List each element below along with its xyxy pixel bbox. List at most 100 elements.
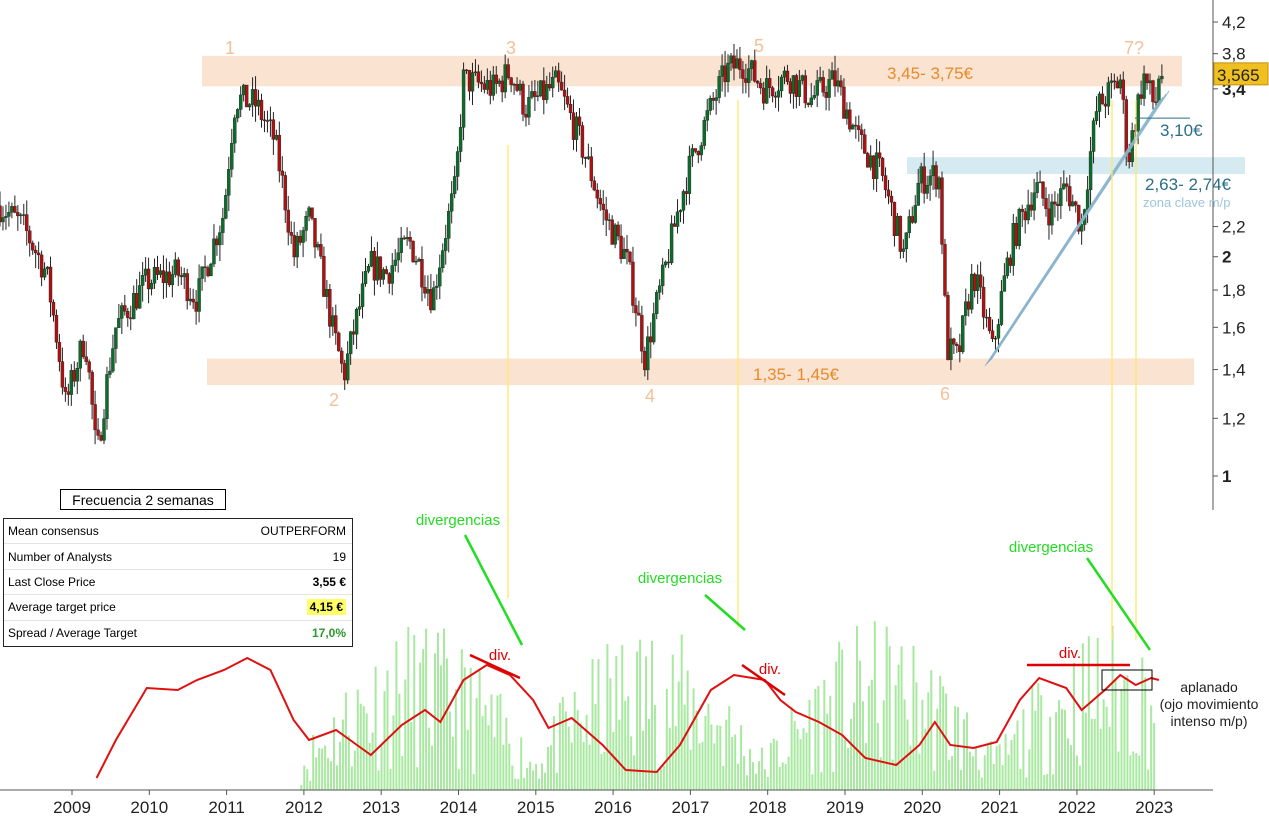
candle-body [854,124,858,127]
candle-body [759,82,763,89]
trend-channel-line [984,99,1161,367]
candle-body [880,157,885,176]
volume-bar [469,667,472,790]
candle-body [426,289,430,294]
candle-body [405,237,409,240]
candle-body [1035,182,1039,194]
candle-body [583,157,588,159]
candle-body [149,283,154,290]
candle-body [461,69,466,128]
candle-body [491,74,495,96]
candle-body [800,75,805,81]
candle-body [325,289,329,297]
candle-body [1020,208,1024,212]
candle-body [922,166,926,194]
candle-body [1011,223,1016,266]
divergence-line [704,594,746,631]
candle-body [1005,257,1010,276]
candle-body [705,110,709,121]
candle-body [972,273,977,291]
volume-bar [1126,675,1129,790]
candle-body [949,338,953,360]
candle-body [265,120,270,122]
volume-bar [327,757,330,790]
candle-body [152,267,157,284]
volume-bar [799,739,802,790]
candle-body [277,135,282,172]
candle-body [732,55,736,69]
candle-body [1062,183,1066,189]
candle-body [176,259,180,276]
candle-body [788,81,793,94]
candle-body [1002,275,1007,292]
candle-body [1017,208,1021,246]
candle-body [836,80,840,87]
volume-bar [416,767,419,790]
volume-bar [341,719,344,790]
volume-bar [529,761,532,790]
volume-bar [793,721,796,790]
candle-body [375,256,380,281]
candle-body [562,89,567,97]
candle-body [447,210,451,239]
flat-note-line: intenso m/p) [1170,713,1247,729]
candle-body [351,331,356,335]
candle-body [619,235,623,259]
candle-body [753,60,757,82]
candle-body [586,156,591,159]
volume-bar [826,713,829,790]
volume-bar [532,770,535,790]
candle-body [898,215,903,252]
volume-bar [805,732,808,790]
volume-bar [665,688,668,790]
volume-bar [576,710,579,790]
volume-bar [1108,726,1111,790]
volume-bar [909,745,912,790]
volume-bar [561,696,564,790]
flat-box [1101,669,1153,691]
candle-body [360,283,365,307]
candle-body [883,175,888,191]
volume-bar [722,765,725,790]
volume-bar [951,755,954,790]
candle-body [28,230,32,244]
candle-body [726,62,730,83]
candle-body [292,235,296,258]
volume-bar [829,695,832,790]
volume-bar [380,745,383,790]
candle-body [93,404,97,431]
volume-bar [642,730,645,790]
candle-body [767,78,772,89]
volume-bar [713,743,716,790]
candle-body [681,191,686,211]
volume-bar [591,659,594,790]
key-zone [907,157,1245,175]
candle-body [928,175,932,186]
candle-body [970,273,974,310]
candle-body [16,212,20,217]
volume-bar [627,696,630,790]
pivot-label: 5 [754,36,764,56]
candle-body [1047,208,1051,226]
candle-body [824,92,828,98]
volume-bar [609,678,612,790]
volume-bar [757,761,760,790]
candle-body [518,83,522,91]
x-tick-label: 2012 [285,798,323,817]
candle-body [1059,188,1063,206]
volume-bar [413,634,416,790]
volume-bar [1055,712,1058,790]
candle-body [1097,93,1102,112]
volume-bar [1034,710,1037,790]
pivot-label: 4 [645,386,655,406]
volume-bar [939,675,942,790]
candle-body [729,55,733,64]
volume-bar [954,706,957,790]
candle-body [170,274,175,286]
candle-body [690,148,695,157]
y-tick-label: 1,4 [1222,361,1246,380]
divergence-line [1085,557,1152,651]
candle-body [4,216,8,218]
candle-body [402,237,406,240]
candle-body [812,95,816,99]
